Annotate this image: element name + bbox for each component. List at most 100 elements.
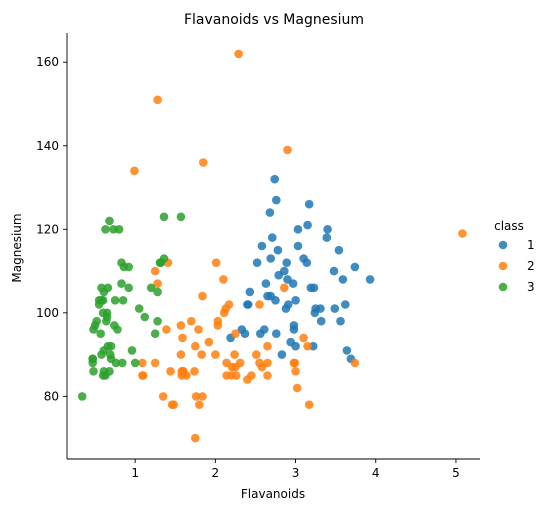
data-point	[213, 321, 223, 330]
y-tick-label: 160	[36, 55, 59, 69]
data-point	[280, 283, 289, 293]
data-point	[124, 283, 133, 293]
data-point	[167, 400, 177, 410]
data-point	[270, 174, 280, 184]
y-axis-title: Magnesium	[10, 213, 24, 282]
legend-label-1: 1	[527, 238, 535, 252]
data-point	[146, 283, 156, 293]
data-point	[274, 270, 284, 280]
data-point	[153, 279, 162, 288]
data-point	[243, 375, 252, 384]
data-point	[150, 329, 160, 339]
data-point	[219, 308, 229, 318]
data-point	[204, 337, 214, 347]
data-point	[159, 212, 169, 222]
y-tick-label: 140	[36, 139, 59, 153]
data-point	[282, 258, 292, 268]
data-point	[316, 304, 325, 313]
data-point	[316, 316, 326, 326]
data-point	[89, 367, 98, 376]
data-point	[92, 316, 101, 326]
legend-label-2: 2	[527, 259, 535, 273]
data-point	[322, 233, 332, 242]
data-point	[255, 300, 264, 309]
data-point	[134, 304, 144, 313]
data-point	[350, 358, 360, 368]
data-point	[114, 225, 124, 234]
data-point	[303, 341, 312, 351]
data-point	[119, 262, 129, 272]
data-point	[102, 308, 112, 318]
data-point	[198, 291, 207, 301]
data-point	[263, 291, 272, 301]
data-point	[273, 245, 283, 255]
data-point	[211, 258, 221, 268]
legend: class 1 2 3	[494, 219, 535, 294]
data-point	[118, 358, 127, 368]
data-point	[211, 350, 220, 359]
data-point	[138, 371, 148, 380]
data-point	[77, 392, 87, 401]
data-point	[224, 300, 234, 309]
chart-title: Flavanoids vs Magnesium	[184, 12, 364, 28]
data-point	[101, 225, 110, 234]
data-point	[117, 279, 126, 288]
data-point	[130, 166, 139, 176]
data-point	[458, 229, 467, 238]
data-point	[281, 304, 291, 313]
data-point	[153, 316, 162, 326]
data-point	[290, 358, 300, 368]
data-point	[336, 316, 345, 326]
data-point	[234, 49, 243, 59]
data-point	[342, 346, 352, 355]
data-point	[191, 433, 200, 443]
data-point	[94, 300, 104, 309]
x-tick-label: 5	[452, 466, 460, 480]
data-point	[283, 145, 292, 155]
data-point	[156, 258, 166, 268]
data-point	[138, 358, 147, 368]
data-point	[222, 371, 231, 380]
data-point	[261, 279, 271, 288]
data-point	[98, 371, 108, 380]
data-point	[265, 208, 275, 217]
data-point	[365, 275, 375, 284]
data-point	[118, 296, 128, 305]
data-point	[182, 371, 191, 380]
legend-title: class	[494, 219, 524, 233]
data-point	[176, 350, 186, 359]
data-point	[283, 275, 292, 284]
data-point	[199, 158, 208, 167]
data-point	[113, 325, 122, 334]
data-point	[153, 95, 162, 105]
data-point	[330, 304, 340, 313]
data-point	[291, 367, 300, 376]
data-point	[303, 220, 312, 230]
data-point	[243, 300, 252, 309]
data-point	[272, 195, 281, 205]
data-point	[153, 287, 162, 297]
data-point	[88, 358, 97, 368]
y-axis: 80 100 120 140 160	[36, 33, 68, 459]
data-point	[195, 400, 204, 410]
legend-marker-2	[498, 261, 508, 271]
data-point	[245, 287, 255, 297]
data-point	[257, 241, 267, 251]
y-tick-label: 120	[36, 222, 59, 236]
data-point	[106, 350, 115, 359]
data-point	[140, 312, 150, 322]
data-point	[231, 329, 240, 339]
data-point	[190, 367, 199, 376]
data-point	[105, 216, 114, 226]
data-point	[304, 199, 314, 209]
plot-area	[77, 49, 467, 443]
data-point	[255, 358, 264, 368]
legend-marker-3	[498, 282, 508, 292]
data-point	[263, 341, 272, 351]
y-tick-label: 80	[44, 389, 59, 403]
data-point	[198, 392, 207, 401]
data-point	[252, 258, 262, 268]
data-point	[309, 283, 319, 293]
x-axis: 1 2 3 4 5	[67, 458, 480, 480]
data-point	[166, 367, 175, 376]
